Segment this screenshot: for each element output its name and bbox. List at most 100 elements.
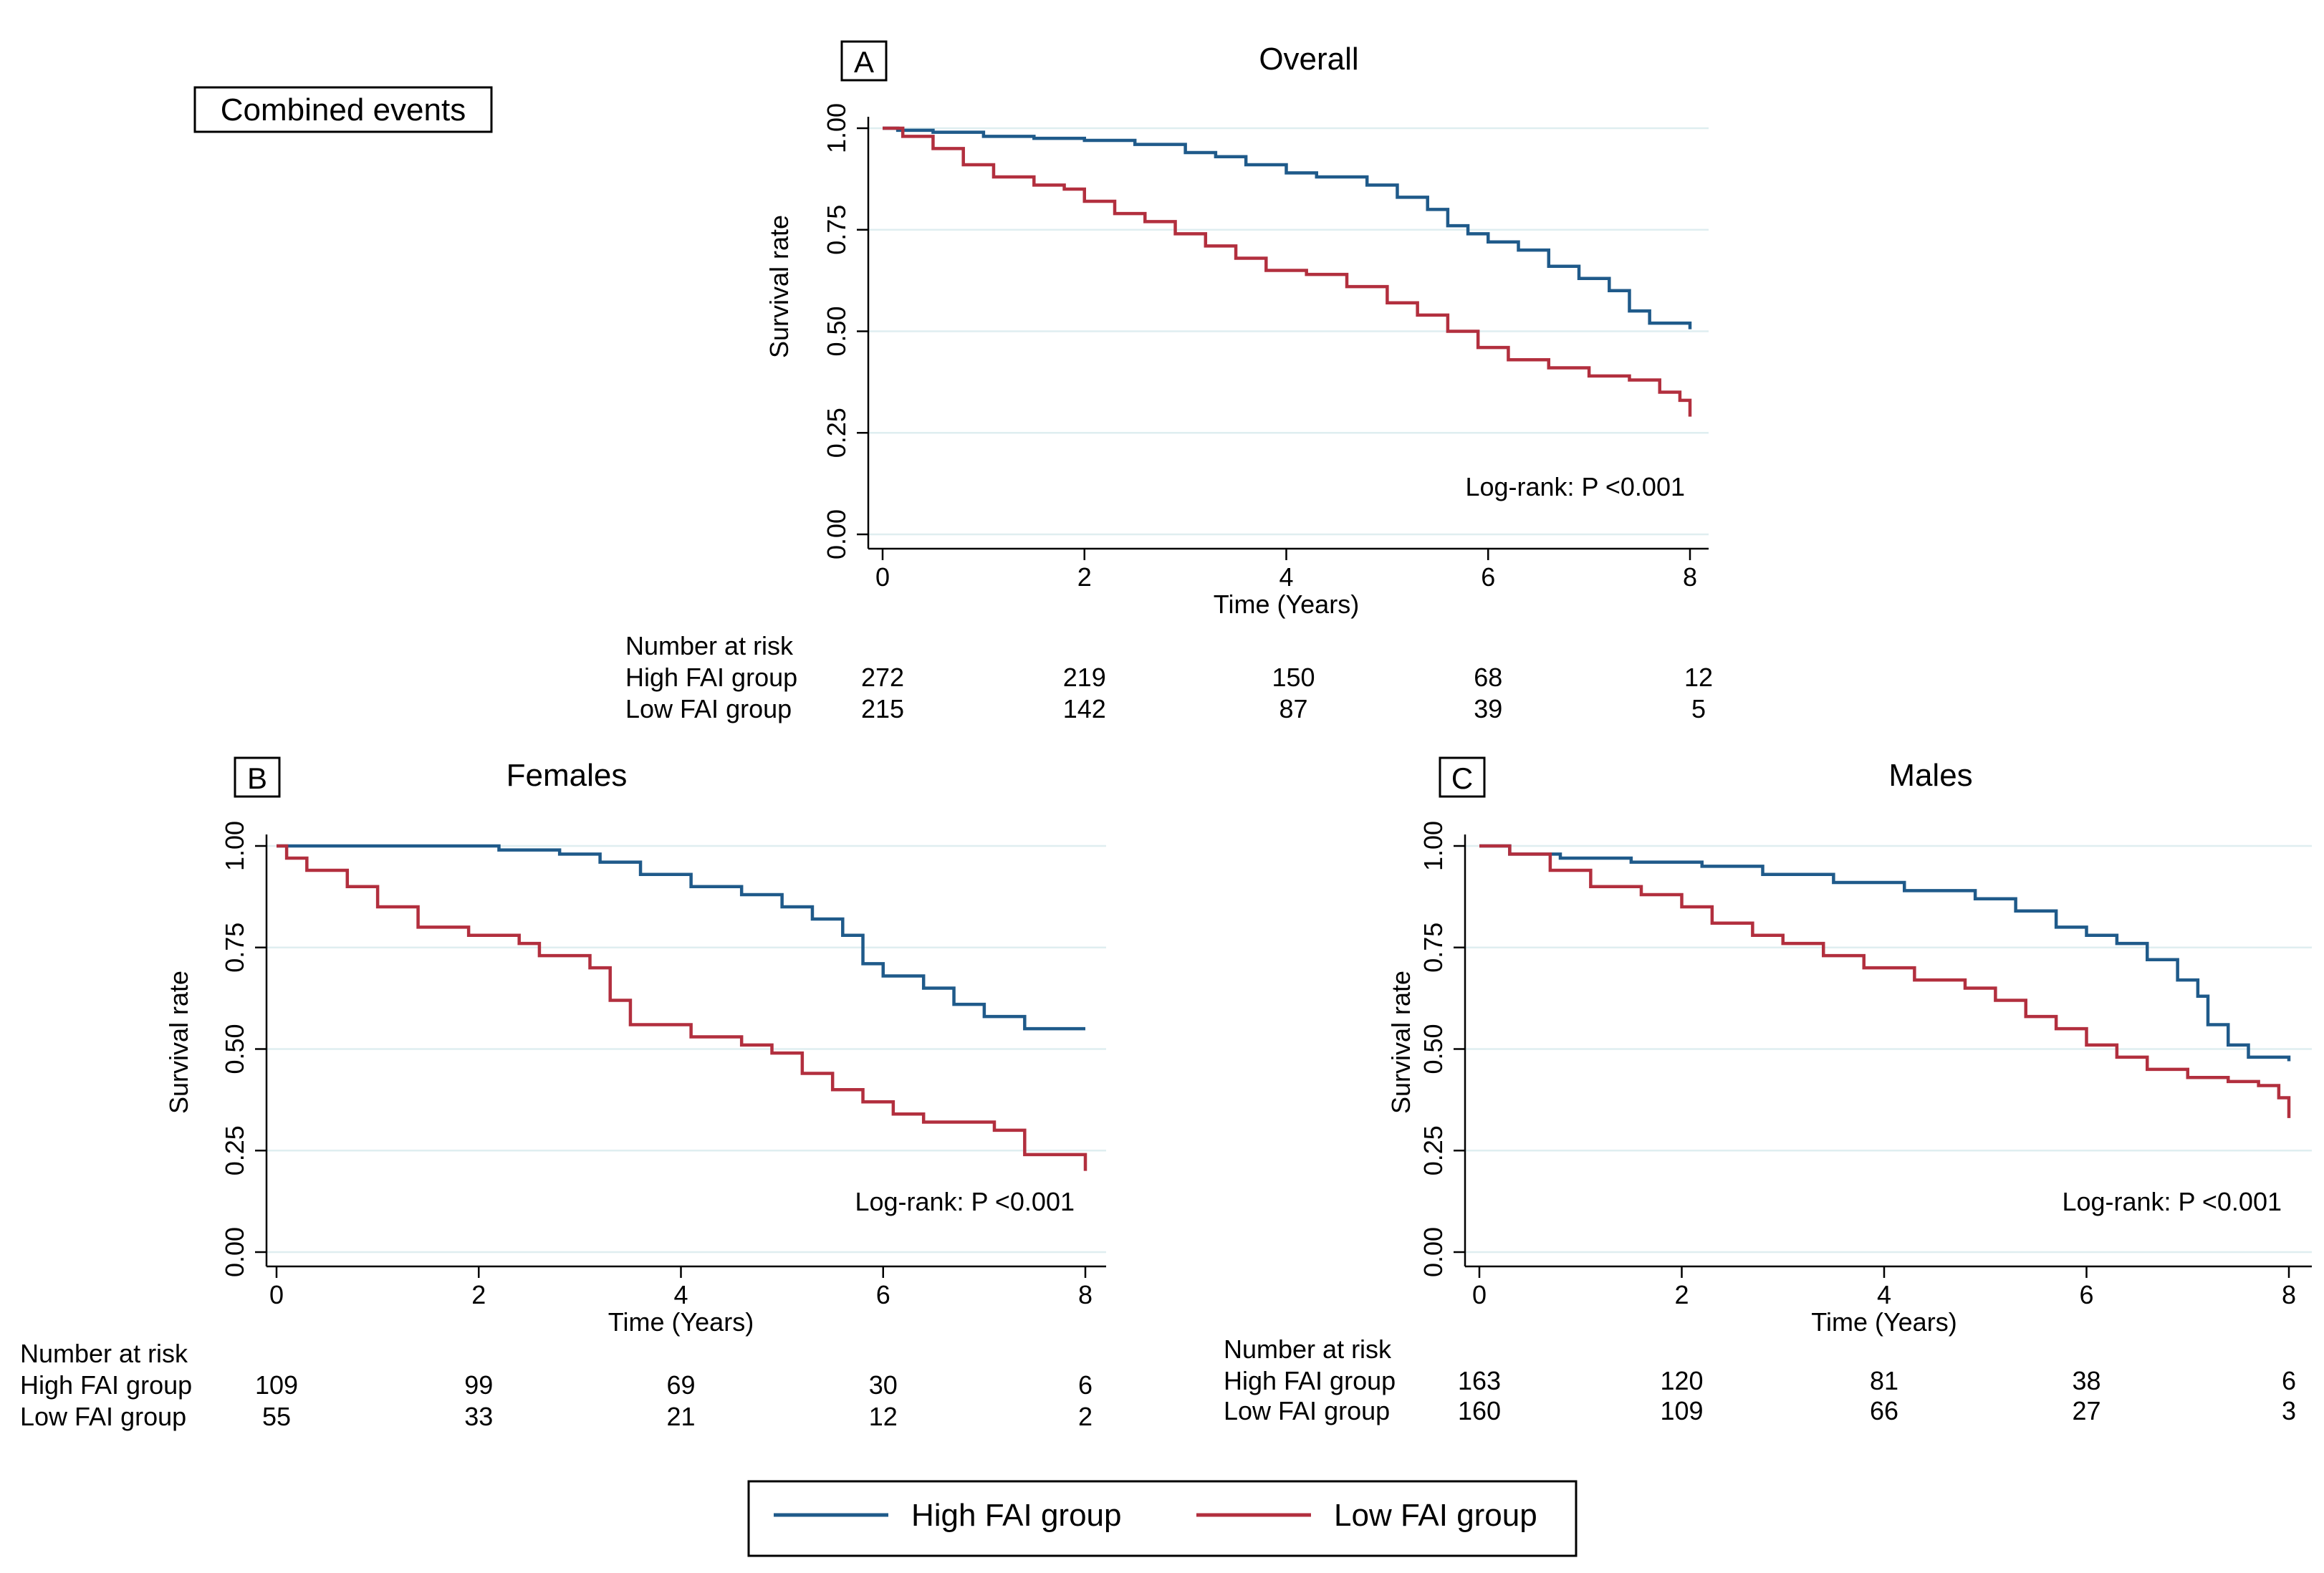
risk-row-label: Low FAI group xyxy=(1224,1396,1390,1425)
figure-label: Combined events xyxy=(221,92,466,128)
x-tick-label: 8 xyxy=(1078,1280,1093,1309)
risk-count: 99 xyxy=(464,1370,493,1400)
y-tick-label: 0.25 xyxy=(822,408,851,458)
x-tick-label: 8 xyxy=(2282,1280,2296,1309)
risk-count: 81 xyxy=(1870,1366,1898,1395)
log-rank-annotation: Log-rank: P <0.001 xyxy=(855,1187,1075,1216)
risk-count: 109 xyxy=(1660,1396,1703,1425)
risk-count: 120 xyxy=(1660,1366,1703,1395)
chart-title: Females xyxy=(506,758,628,793)
risk-count: 33 xyxy=(464,1402,493,1431)
risk-row-label: Low FAI group xyxy=(20,1402,186,1431)
risk-count: 2 xyxy=(1078,1402,1093,1431)
risk-count: 69 xyxy=(666,1370,695,1400)
x-tick-label: 0 xyxy=(1472,1280,1487,1309)
x-axis-title: Time (Years) xyxy=(1214,590,1359,619)
risk-count: 27 xyxy=(2072,1396,2100,1425)
risk-count: 21 xyxy=(666,1402,695,1431)
panel-label-box xyxy=(234,756,281,798)
x-tick-label: 6 xyxy=(876,1280,890,1309)
panel-label: A xyxy=(854,45,874,79)
y-tick-label: 0.75 xyxy=(220,923,249,973)
x-tick-label: 0 xyxy=(269,1280,284,1309)
risk-count: 6 xyxy=(1078,1370,1093,1400)
curve-low-fai xyxy=(1479,844,2291,1118)
risk-count: 66 xyxy=(1870,1396,1898,1425)
risk-table-title: Number at risk xyxy=(1224,1334,1392,1364)
x-tick-label: 6 xyxy=(1481,562,1495,592)
risk-count: 150 xyxy=(1272,663,1315,692)
curve-high-fai xyxy=(277,844,1085,1031)
risk-count: 215 xyxy=(861,694,904,723)
curve-high-fai xyxy=(883,126,1692,329)
x-tick-label: 4 xyxy=(673,1280,688,1309)
curve-low-fai xyxy=(277,844,1087,1171)
risk-count: 38 xyxy=(2072,1366,2100,1395)
risk-row-label: High FAI group xyxy=(1224,1366,1396,1395)
panel-label: B xyxy=(247,761,267,795)
risk-count: 12 xyxy=(869,1402,898,1431)
curve-high-fai xyxy=(1479,844,2291,1062)
y-tick-label: 0.00 xyxy=(220,1227,249,1277)
figure-label-box: Combined events xyxy=(193,86,493,133)
risk-count: 109 xyxy=(255,1370,298,1400)
risk-count: 6 xyxy=(2282,1366,2296,1395)
y-tick-label: 0.50 xyxy=(822,306,851,356)
x-axis-title: Time (Years) xyxy=(608,1307,754,1337)
risk-count: 142 xyxy=(1063,694,1106,723)
x-tick-label: 4 xyxy=(1877,1280,1891,1309)
y-axis-title: Survival rate xyxy=(164,971,193,1114)
x-tick-label: 2 xyxy=(1674,1280,1689,1309)
legend: High FAI group Low FAI group xyxy=(747,1480,1578,1557)
x-tick-label: 6 xyxy=(2079,1280,2093,1309)
risk-count: 272 xyxy=(861,663,904,692)
risk-count: 12 xyxy=(1684,663,1713,692)
y-tick-label: 1.00 xyxy=(822,103,851,153)
panel-b: B Females 0.00 0.25 0.50 0.75 1.00 0 2 4 6 8 Time (Y… xyxy=(20,756,1106,1431)
chart-title: Males xyxy=(1888,758,1972,793)
risk-count: 163 xyxy=(1458,1366,1501,1395)
risk-count: 160 xyxy=(1458,1396,1501,1425)
risk-count: 68 xyxy=(1474,663,1502,692)
risk-count: 39 xyxy=(1474,694,1502,723)
risk-table-title: Number at risk xyxy=(20,1339,188,1368)
x-tick-label: 4 xyxy=(1279,562,1293,592)
risk-count: 30 xyxy=(869,1370,898,1400)
risk-row-label: High FAI group xyxy=(20,1370,192,1400)
risk-count: 55 xyxy=(262,1402,291,1431)
risk-row-label: Low FAI group xyxy=(625,694,792,723)
y-tick-label: 1.00 xyxy=(1418,821,1448,871)
y-tick-label: 0.50 xyxy=(220,1024,249,1074)
y-tick-label: 0.25 xyxy=(220,1125,249,1175)
legend-label-high: High FAI group xyxy=(911,1498,1122,1533)
y-tick-label: 0.00 xyxy=(822,509,851,559)
panel-c: C Males 0.00 0.25 0.50 0.75 1.00 0 2 4 6 8 Time (Yea… xyxy=(1224,756,2312,1425)
curve-low-fai xyxy=(883,126,1692,417)
panel-label-box xyxy=(1439,756,1486,798)
panel-label-box xyxy=(840,40,888,82)
legend-label-low: Low FAI group xyxy=(1334,1498,1537,1533)
log-rank-annotation: Log-rank: P <0.001 xyxy=(1465,472,1685,501)
x-tick-label: 8 xyxy=(1683,562,1697,592)
y-tick-label: 0.25 xyxy=(1418,1125,1448,1175)
y-tick-label: 1.00 xyxy=(220,821,249,871)
risk-count: 87 xyxy=(1279,694,1307,723)
y-tick-label: 0.75 xyxy=(822,205,851,255)
y-tick-label: 0.00 xyxy=(1418,1227,1448,1277)
risk-count: 219 xyxy=(1063,663,1106,692)
x-tick-label: 0 xyxy=(875,562,890,592)
y-tick-label: 0.75 xyxy=(1418,923,1448,973)
y-tick-label: 0.50 xyxy=(1418,1024,1448,1074)
risk-count: 3 xyxy=(2282,1396,2296,1425)
x-tick-label: 2 xyxy=(471,1280,486,1309)
x-axis-title: Time (Years) xyxy=(1811,1307,1956,1337)
risk-count: 5 xyxy=(1691,694,1706,723)
y-axis-title: Survival rate xyxy=(764,215,794,358)
risk-row-label: High FAI group xyxy=(625,663,797,692)
x-tick-label: 2 xyxy=(1077,562,1092,592)
chart-title: Overall xyxy=(1259,42,1358,77)
y-axis-title: Survival rate xyxy=(1386,971,1416,1114)
